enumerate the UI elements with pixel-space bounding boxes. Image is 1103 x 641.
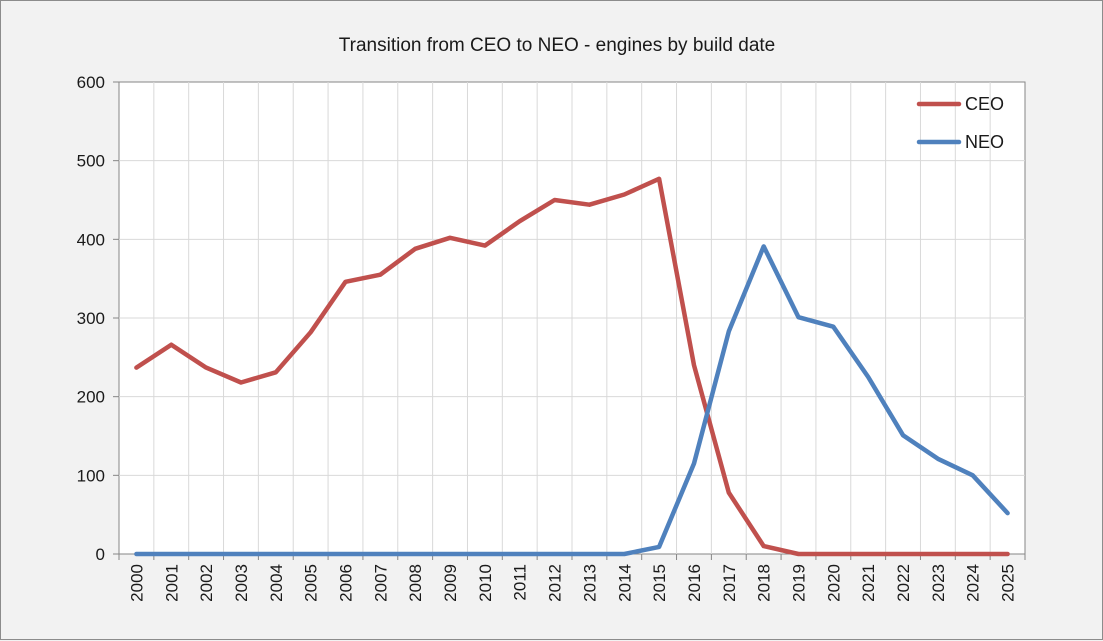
- x-tick-label: 2024: [964, 564, 983, 602]
- legend-label-ceo: CEO: [965, 94, 1004, 114]
- x-tick-label: 2014: [615, 564, 634, 602]
- x-tick-label: 2022: [894, 564, 913, 602]
- x-tick-label: 2025: [999, 564, 1018, 602]
- gridlines: [119, 82, 1025, 554]
- x-tick-label: 2007: [371, 564, 390, 602]
- series-line-ceo: [134, 176, 1010, 557]
- x-tick-label: 2019: [790, 564, 809, 602]
- chart-title: Transition from CEO to NEO - engines by …: [339, 35, 776, 56]
- x-tick-label: 2020: [824, 564, 843, 602]
- x-tick-label: 2017: [720, 564, 739, 602]
- y-axis: 0 100 200 300 400 500 600: [77, 73, 119, 564]
- x-tick-label: 2000: [127, 564, 146, 602]
- x-tick-label: 2016: [685, 564, 704, 602]
- x-tick-label: 2002: [197, 564, 216, 602]
- x-tick-label: 2009: [441, 564, 460, 602]
- legend: CEO NEO: [916, 94, 1004, 152]
- y-tick-label: 400: [77, 230, 105, 249]
- x-tick-label: 2012: [546, 564, 565, 602]
- y-tick-label: 200: [77, 388, 105, 407]
- x-tick-label: 2006: [337, 564, 356, 602]
- y-tick-label: 500: [77, 152, 105, 171]
- y-tick-label: 0: [96, 545, 105, 564]
- x-axis: 2000 2001 2002 2003 2004 2005 2006 2007 2008 2009…: [118, 554, 1026, 602]
- x-tick-label: 2005: [302, 564, 321, 602]
- y-tick-label: 100: [77, 466, 105, 485]
- series-lines: [134, 176, 1010, 557]
- y-tick-label: 300: [77, 309, 105, 328]
- x-tick-label: 2011: [511, 564, 530, 601]
- x-tick-label: 2023: [929, 564, 948, 602]
- series-line-neo: [134, 244, 1010, 557]
- x-tick-label: 2010: [476, 564, 495, 602]
- x-tick-label: 2015: [650, 564, 669, 602]
- x-tick-label: 2018: [755, 564, 774, 602]
- x-tick-label: 2021: [859, 564, 878, 602]
- x-tick-label: 2008: [406, 564, 425, 602]
- x-tick-label: 2004: [267, 564, 286, 602]
- x-tick-label: 2001: [162, 564, 181, 602]
- x-tick-label: 2003: [232, 564, 251, 602]
- legend-label-neo: NEO: [965, 132, 1004, 152]
- y-tick-label: 600: [77, 73, 105, 92]
- x-tick-label: 2013: [580, 564, 599, 602]
